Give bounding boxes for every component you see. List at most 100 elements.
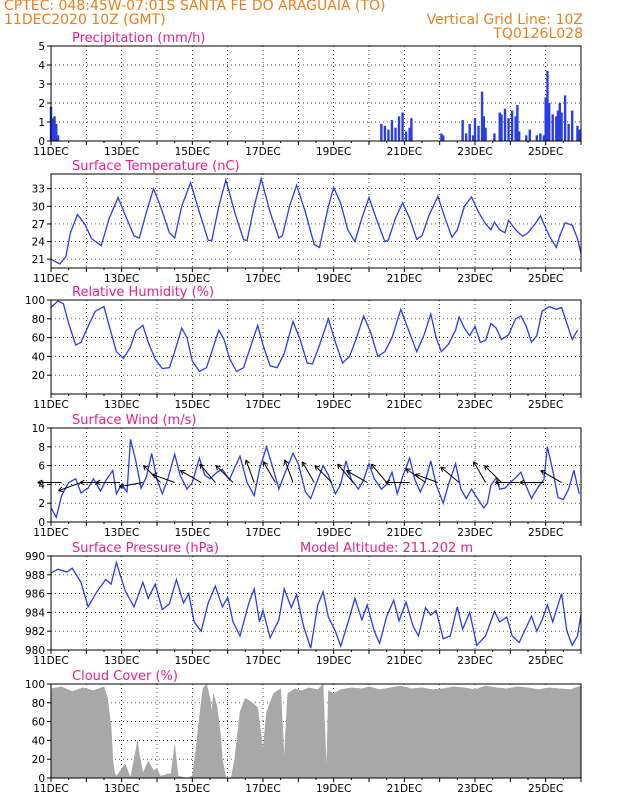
wind-arrow-head bbox=[314, 465, 320, 468]
wind-arrow-head bbox=[152, 473, 158, 475]
wind-vector-arrow bbox=[440, 466, 460, 483]
wind-arrow-head bbox=[346, 470, 350, 476]
x-tick-label: 13DEC bbox=[104, 783, 139, 795]
wind-arrow-shaft bbox=[119, 482, 143, 488]
x-tick-label: 21DEC bbox=[387, 146, 422, 158]
wind-arrow-shaft bbox=[337, 463, 354, 483]
wind-arrow-head bbox=[79, 479, 85, 483]
wind-arrow-shaft bbox=[151, 473, 175, 483]
x-tick-label: 11DEC bbox=[33, 527, 68, 539]
y-tick-label: 0 bbox=[38, 136, 45, 148]
temp-series-line bbox=[50, 176, 582, 265]
wind-arrow-shaft bbox=[370, 463, 388, 483]
wind-arrow-shaft bbox=[405, 468, 426, 483]
wind-arrow-head bbox=[494, 482, 500, 486]
y-tick-label: 4 bbox=[38, 60, 45, 72]
wind-arrow-shaft bbox=[284, 459, 294, 483]
wind-vector-arrow bbox=[519, 479, 544, 486]
y-tick-label: 20 bbox=[32, 754, 45, 766]
precip-bar bbox=[546, 70, 549, 141]
panel-title-temp: Surface Temperature (nC) bbox=[72, 159, 240, 174]
precip-bar bbox=[535, 135, 539, 141]
precip-bar bbox=[560, 112, 563, 141]
precip-bar bbox=[397, 116, 401, 141]
wind-arrow-head bbox=[95, 482, 101, 486]
panel-title-rh: Relative Humidity (%) bbox=[72, 285, 214, 300]
x-tick-label: 13DEC bbox=[104, 655, 139, 667]
wind-arrow-shaft bbox=[215, 465, 234, 483]
panel-title-cloud: Cloud Cover (%) bbox=[72, 669, 178, 684]
x-tick-label: 19DEC bbox=[316, 399, 351, 411]
x-tick-label: 19DEC bbox=[316, 273, 351, 285]
wind-vector-arrow bbox=[301, 461, 315, 483]
y-tick-label: 982 bbox=[25, 626, 45, 638]
wind-arrow-head bbox=[473, 461, 479, 465]
x-tick-label: 25DEC bbox=[528, 273, 563, 285]
precip-bar bbox=[507, 118, 510, 141]
wind-arrow-head bbox=[519, 482, 525, 486]
x-tick-label: 23DEC bbox=[457, 655, 492, 667]
wind-arrow-head bbox=[95, 479, 101, 483]
x-tick-label: 17DEC bbox=[245, 655, 280, 667]
wind-arrow-shaft bbox=[180, 470, 202, 483]
x-tick-label: 23DEC bbox=[457, 146, 492, 158]
wind-arrow-shaft bbox=[199, 463, 216, 483]
x-tick-label: 11DEC bbox=[33, 146, 68, 158]
wind-arrow-shaft bbox=[314, 465, 333, 483]
wind-arrow-head bbox=[263, 461, 268, 465]
y-tick-label: 2 bbox=[38, 98, 45, 110]
precip-bar bbox=[503, 108, 507, 141]
wind-arrow-head bbox=[79, 482, 85, 486]
wind-arrow-head bbox=[215, 465, 221, 468]
x-tick-label: 15DEC bbox=[175, 399, 210, 411]
panel-frame bbox=[50, 555, 582, 651]
wind-arrow-head bbox=[215, 465, 218, 471]
wind-arrow-head bbox=[337, 464, 340, 470]
x-tick-label: 15DEC bbox=[175, 783, 210, 795]
wind-arrow-head bbox=[199, 464, 202, 470]
precip-bar bbox=[578, 129, 581, 141]
wind-arrow-head bbox=[540, 470, 544, 476]
cloud-cover-area bbox=[50, 683, 582, 779]
wind-vector-arrow bbox=[244, 459, 255, 483]
x-tick-label: 17DEC bbox=[245, 273, 280, 285]
wind-arrow-head bbox=[484, 465, 490, 468]
wind-vector-arrow bbox=[484, 465, 502, 483]
wind-vector-arrow bbox=[540, 470, 562, 483]
precip-bar bbox=[544, 97, 547, 141]
wind-arrow-shaft bbox=[415, 473, 439, 483]
precip-bar bbox=[404, 131, 408, 141]
y-tick-label: 40 bbox=[32, 735, 45, 747]
wind-vector-arrow bbox=[314, 465, 333, 483]
panel-rh: 20 40 60 80 100 11DEC 13DEC 15DEC 17DEC 19DEC 21DE… bbox=[25, 285, 582, 411]
precip-bar bbox=[510, 110, 514, 141]
wind-arrow-head bbox=[284, 459, 289, 464]
precip-bar bbox=[51, 118, 54, 141]
pressure-series-line bbox=[50, 560, 582, 649]
precip-bar bbox=[461, 120, 464, 141]
wind-arrow-head bbox=[119, 486, 125, 489]
wind-arrow-head bbox=[414, 473, 420, 479]
precip-bar bbox=[464, 133, 468, 141]
header-model-id: TQ0126L028 bbox=[493, 26, 583, 42]
wind-vector-arrow bbox=[199, 463, 216, 483]
wind-arrow-head bbox=[143, 465, 146, 471]
wind-arrow-head bbox=[405, 468, 409, 474]
y-tick-label: 60 bbox=[32, 717, 45, 729]
panel-title-wind: Surface Wind (m/s) bbox=[72, 413, 196, 428]
y-tick-label: 980 bbox=[25, 645, 45, 657]
precip-bar bbox=[539, 133, 542, 141]
y-tick-label: 10 bbox=[32, 423, 45, 435]
x-tick-label: 21DEC bbox=[387, 273, 422, 285]
x-tick-label: 11DEC bbox=[33, 399, 68, 411]
wind-arrow-head bbox=[58, 486, 63, 492]
x-tick-label: 25DEC bbox=[528, 783, 563, 795]
y-tick-label: 100 bbox=[25, 295, 45, 307]
precip-bar bbox=[567, 123, 570, 141]
y-tick-label: 4 bbox=[38, 479, 45, 491]
precip-bar bbox=[477, 125, 480, 141]
panel-frame bbox=[50, 173, 582, 269]
y-tick-label: 0 bbox=[38, 773, 45, 785]
x-tick-label: 25DEC bbox=[528, 146, 563, 158]
precip-bar bbox=[442, 135, 445, 141]
